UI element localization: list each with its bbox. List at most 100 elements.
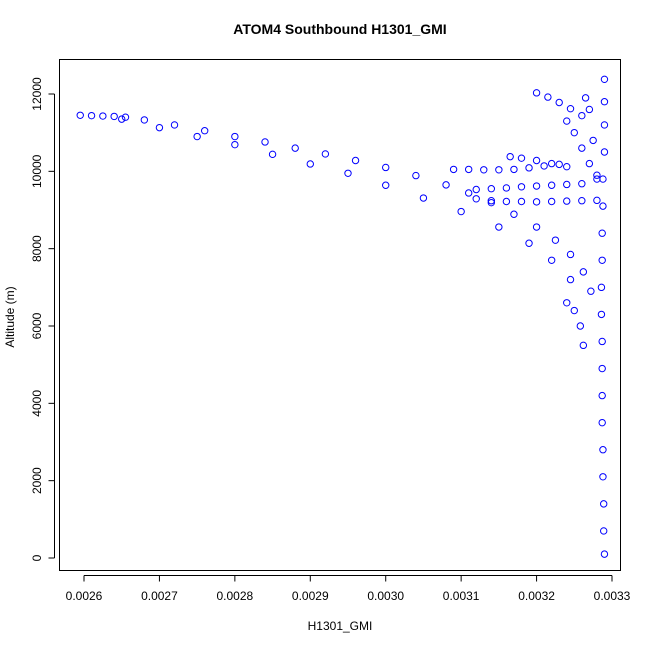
data-point bbox=[321, 150, 330, 158]
data-point bbox=[472, 195, 480, 203]
data-point bbox=[578, 144, 586, 152]
data-point bbox=[502, 197, 511, 206]
data-point bbox=[598, 229, 606, 237]
data-point bbox=[547, 197, 556, 206]
data-point bbox=[495, 223, 503, 231]
data-point bbox=[532, 89, 541, 97]
x-tick-label: 0.0033 bbox=[594, 589, 631, 603]
data-point bbox=[599, 202, 607, 210]
x-tick-label: 0.0029 bbox=[292, 589, 329, 603]
x-axis-ticks: 0.0026 0.0027 0.0028 0.0029 0.0030 0.0031 0.00… bbox=[66, 575, 631, 603]
y-tick-label: 6000 bbox=[30, 312, 44, 339]
data-point bbox=[449, 165, 458, 174]
data-point bbox=[200, 127, 209, 135]
data-point bbox=[231, 140, 239, 149]
data-point bbox=[600, 121, 609, 129]
data-point bbox=[495, 166, 503, 174]
data-point bbox=[502, 184, 511, 192]
data-point bbox=[547, 181, 556, 189]
scatter-points bbox=[76, 75, 609, 558]
x-tick-label: 0.0030 bbox=[367, 589, 404, 603]
data-point bbox=[597, 310, 606, 319]
data-point bbox=[598, 337, 606, 346]
y-tick-label: 4000 bbox=[30, 390, 44, 417]
data-point bbox=[510, 165, 518, 174]
data-point bbox=[597, 283, 606, 292]
data-point bbox=[578, 180, 586, 188]
data-point bbox=[600, 550, 609, 558]
data-point bbox=[76, 111, 84, 119]
x-tick-label: 0.0026 bbox=[66, 589, 103, 603]
data-point bbox=[517, 183, 526, 191]
y-tick-label: 0 bbox=[30, 554, 44, 561]
data-point bbox=[600, 500, 608, 508]
data-point bbox=[540, 162, 548, 170]
data-point bbox=[532, 156, 541, 165]
data-point bbox=[600, 75, 609, 84]
data-point bbox=[581, 94, 590, 102]
data-point bbox=[589, 136, 597, 145]
x-tick-label: 0.0032 bbox=[518, 589, 555, 603]
data-point bbox=[600, 98, 609, 106]
y-axis-ticks: 0 2000 4000 6000 8000 10000 12000 bbox=[30, 77, 55, 561]
data-point bbox=[170, 121, 179, 129]
data-point bbox=[598, 256, 606, 264]
data-point bbox=[506, 152, 514, 161]
y-tick-label: 12000 bbox=[30, 77, 44, 111]
data-point bbox=[517, 154, 526, 162]
data-point bbox=[579, 268, 588, 276]
data-point bbox=[472, 185, 480, 194]
data-point bbox=[563, 117, 571, 125]
data-point bbox=[532, 198, 541, 206]
data-point bbox=[585, 105, 594, 114]
data-point bbox=[525, 239, 533, 247]
data-point bbox=[532, 182, 541, 190]
data-point bbox=[291, 144, 299, 152]
data-point bbox=[306, 160, 314, 168]
data-point bbox=[457, 207, 465, 216]
data-point bbox=[563, 197, 571, 205]
data-point bbox=[344, 169, 352, 177]
data-point bbox=[412, 171, 420, 180]
data-point bbox=[351, 156, 360, 165]
data-point bbox=[87, 111, 96, 120]
data-point bbox=[570, 128, 578, 137]
y-tick-label: 2000 bbox=[30, 467, 44, 494]
data-point bbox=[579, 341, 588, 350]
data-point bbox=[555, 98, 563, 107]
data-point bbox=[585, 159, 594, 168]
data-point bbox=[598, 418, 606, 427]
data-point bbox=[268, 150, 277, 159]
data-point bbox=[598, 364, 606, 373]
data-point bbox=[599, 473, 607, 481]
data-point bbox=[555, 160, 563, 169]
data-point bbox=[487, 198, 496, 207]
data-point bbox=[442, 181, 450, 189]
x-tick-label: 0.0027 bbox=[141, 589, 178, 603]
data-point bbox=[532, 223, 541, 231]
data-point bbox=[544, 93, 552, 101]
x-tick-label: 0.0028 bbox=[217, 589, 254, 603]
data-point bbox=[599, 175, 607, 183]
data-point bbox=[599, 446, 607, 454]
data-point bbox=[525, 164, 533, 172]
data-point bbox=[118, 115, 126, 123]
data-point bbox=[598, 391, 606, 400]
data-point bbox=[593, 196, 601, 205]
data-point bbox=[231, 132, 239, 141]
data-point bbox=[600, 148, 609, 156]
data-point bbox=[261, 138, 269, 146]
data-point bbox=[121, 113, 130, 121]
data-point bbox=[547, 159, 556, 168]
data-point bbox=[510, 210, 518, 218]
data-point bbox=[563, 299, 571, 307]
y-tick-label: 8000 bbox=[30, 235, 44, 262]
data-point bbox=[517, 197, 526, 206]
y-axis-label: Altitude (m) bbox=[3, 286, 17, 347]
data-point bbox=[587, 287, 595, 295]
data-point bbox=[464, 189, 473, 197]
data-point bbox=[600, 527, 608, 535]
data-point bbox=[576, 322, 585, 330]
data-point bbox=[578, 111, 586, 120]
